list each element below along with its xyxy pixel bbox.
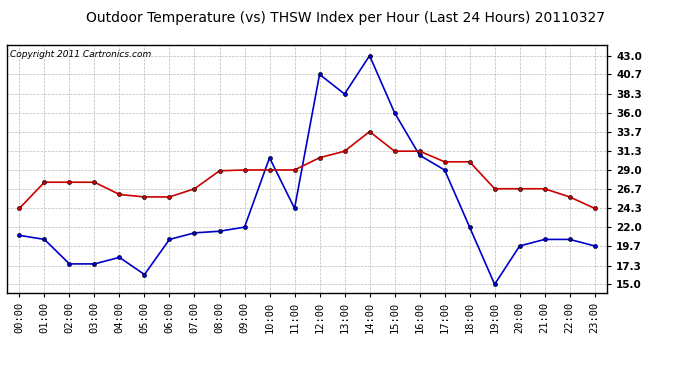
Text: Copyright 2011 Cartronics.com: Copyright 2011 Cartronics.com bbox=[10, 50, 151, 59]
Text: Outdoor Temperature (vs) THSW Index per Hour (Last 24 Hours) 20110327: Outdoor Temperature (vs) THSW Index per … bbox=[86, 11, 604, 25]
